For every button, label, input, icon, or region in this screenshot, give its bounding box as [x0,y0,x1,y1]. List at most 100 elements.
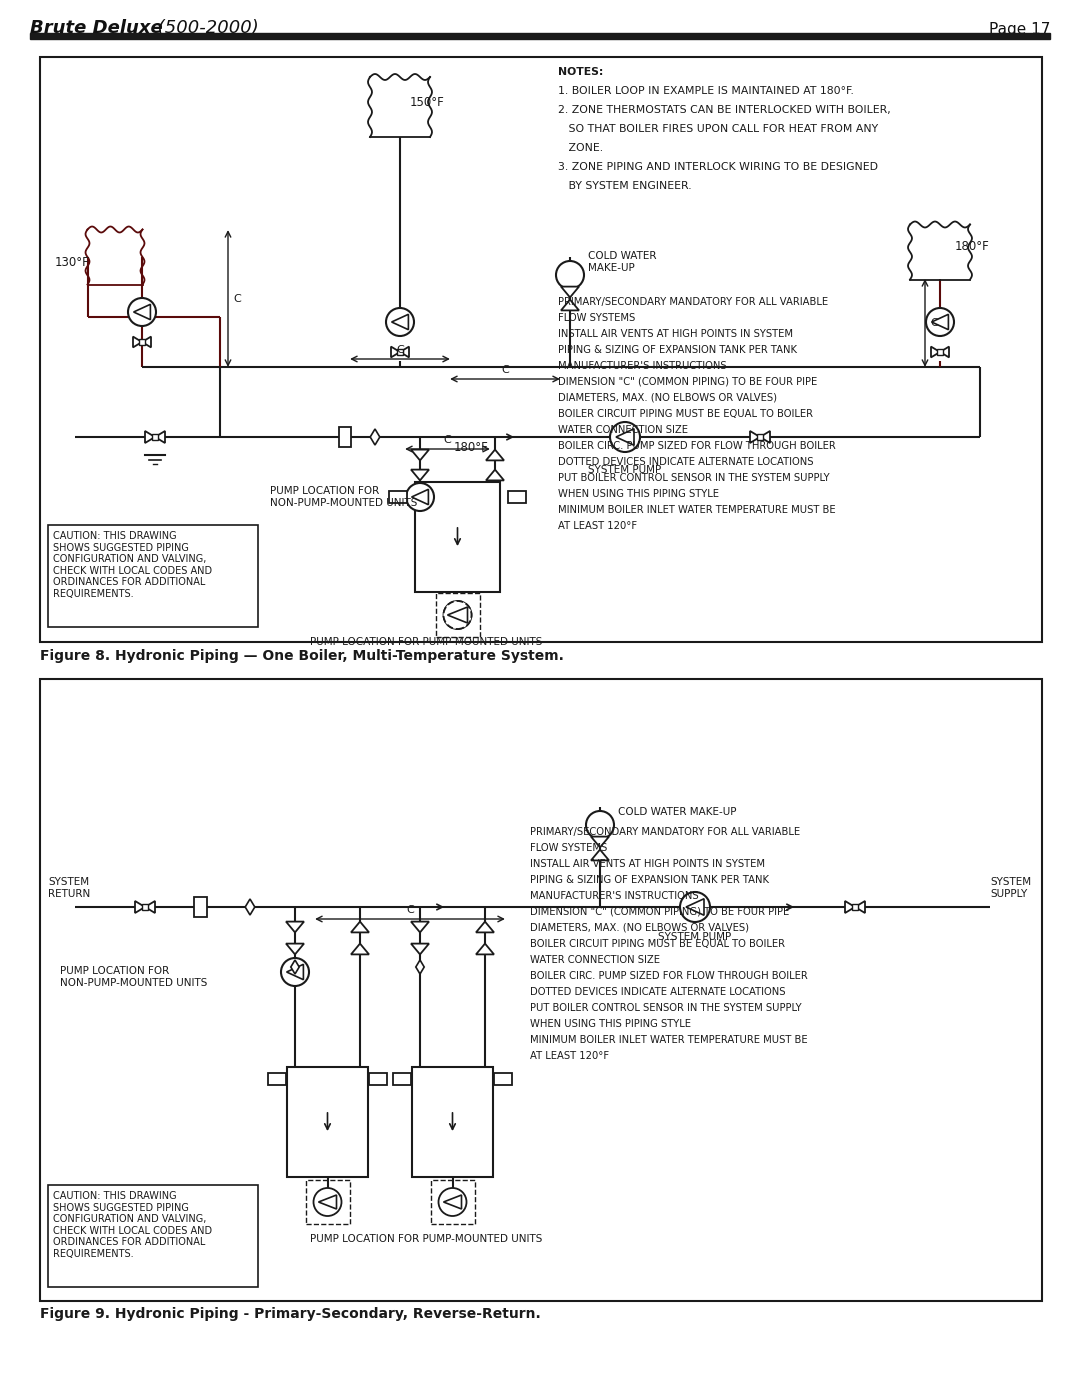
Text: Brute Deluxe: Brute Deluxe [30,20,163,36]
Circle shape [444,601,472,629]
Text: MINIMUM BOILER INLET WATER TEMPERATURE MUST BE: MINIMUM BOILER INLET WATER TEMPERATURE M… [530,1035,808,1045]
Polygon shape [486,450,504,461]
Bar [139,339,145,345]
Text: C: C [406,905,414,915]
Text: PUMP LOCATION FOR PUMP-MOUNTED UNITS: PUMP LOCATION FOR PUMP-MOUNTED UNITS [310,1234,542,1243]
Polygon shape [940,346,949,358]
Polygon shape [286,922,303,932]
Polygon shape [392,314,408,330]
Bar [494,1073,512,1085]
Bar [48,525,258,627]
Polygon shape [133,337,141,348]
Text: FLOW SYSTEMS: FLOW SYSTEMS [530,842,607,854]
Circle shape [556,261,584,289]
Text: NOTES:: NOTES: [558,67,604,77]
Polygon shape [145,901,156,914]
Text: BOILER CIRC. PUMP SIZED FOR FLOW THROUGH BOILER: BOILER CIRC. PUMP SIZED FOR FLOW THROUGH… [558,441,836,451]
Polygon shape [411,450,429,461]
Text: 130°F: 130°F [55,256,90,268]
Text: PUMP LOCATION FOR PUMP-MOUNTED UNITS: PUMP LOCATION FOR PUMP-MOUNTED UNITS [310,637,542,647]
Text: BY SYSTEM ENGINEER.: BY SYSTEM ENGINEER. [558,182,691,191]
Text: BOILER CIRCUIT PIPING MUST BE EQUAL TO BOILER: BOILER CIRCUIT PIPING MUST BE EQUAL TO B… [530,939,785,949]
Bar [852,904,858,909]
Polygon shape [686,898,704,915]
Text: 180°F: 180°F [955,240,989,253]
Bar [393,1073,411,1085]
Polygon shape [444,1194,461,1208]
Text: PIPING & SIZING OF EXPANSION TANK PER TANK: PIPING & SIZING OF EXPANSION TANK PER TA… [558,345,797,355]
Polygon shape [400,346,409,358]
Polygon shape [931,346,940,358]
Polygon shape [156,432,165,443]
Polygon shape [447,608,468,623]
Text: WHEN USING THIS PIPING STYLE: WHEN USING THIS PIPING STYLE [558,489,719,499]
Polygon shape [411,943,429,954]
Bar [415,482,500,592]
Polygon shape [291,960,299,974]
Circle shape [129,298,156,326]
Polygon shape [286,964,303,979]
Text: DIMENSION "C" (COMMON PIPING) TO BE FOUR PIPE: DIMENSION "C" (COMMON PIPING) TO BE FOUR… [558,377,818,387]
Polygon shape [319,1194,337,1208]
Polygon shape [932,314,948,330]
Bar [339,427,351,447]
Text: C: C [233,293,241,303]
Polygon shape [486,469,504,481]
Polygon shape [134,305,150,320]
Polygon shape [145,432,156,443]
Bar [411,1067,492,1178]
Polygon shape [135,901,145,914]
Bar [937,349,943,355]
Text: MANUFACTURER'S INSTRUCTIONS: MANUFACTURER'S INSTRUCTIONS [558,360,727,372]
Polygon shape [476,922,494,932]
Text: COLD WATER MAKE-UP: COLD WATER MAKE-UP [618,807,737,817]
Bar [287,1067,368,1178]
Polygon shape [351,943,369,954]
Polygon shape [391,346,400,358]
Text: COLD WATER
MAKE-UP: COLD WATER MAKE-UP [588,251,657,272]
Text: C: C [444,434,451,446]
Bar [48,1185,258,1287]
Text: DIAMETERS, MAX. (NO ELBOWS OR VALVES): DIAMETERS, MAX. (NO ELBOWS OR VALVES) [558,393,777,402]
Text: 180°F: 180°F [454,441,488,454]
Polygon shape [370,429,380,446]
Bar [40,679,1042,1301]
Polygon shape [476,943,494,954]
Text: INSTALL AIR VENTS AT HIGH POINTS IN SYSTEM: INSTALL AIR VENTS AT HIGH POINTS IN SYST… [558,330,793,339]
Text: DIAMETERS, MAX. (NO ELBOWS OR VALVES): DIAMETERS, MAX. (NO ELBOWS OR VALVES) [530,923,750,933]
Text: C: C [396,345,404,355]
Text: C: C [930,319,937,328]
Text: Page 17: Page 17 [988,22,1050,36]
Text: AT LEAST 120°F: AT LEAST 120°F [558,521,637,531]
Polygon shape [286,943,303,954]
Circle shape [610,422,640,453]
Bar [435,592,480,637]
Circle shape [680,893,710,922]
Text: DIMENSION "C" (COMMON PIPING) TO BE FOUR PIPE: DIMENSION "C" (COMMON PIPING) TO BE FOUR… [530,907,789,916]
Bar [152,434,158,440]
Polygon shape [845,901,855,914]
Circle shape [313,1187,341,1215]
Text: PRIMARY/SECONDARY MANDATORY FOR ALL VARIABLE: PRIMARY/SECONDARY MANDATORY FOR ALL VARI… [558,298,828,307]
Text: SYSTEM PUMP: SYSTEM PUMP [659,932,731,942]
Polygon shape [416,960,424,974]
Bar [369,1073,387,1085]
Polygon shape [591,837,609,848]
Text: MANUFACTURER'S INSTRUCTIONS: MANUFACTURER'S INSTRUCTIONS [530,891,699,901]
Text: Figure 9. Hydronic Piping - Primary-Secondary, Reverse-Return.: Figure 9. Hydronic Piping - Primary-Seco… [40,1308,541,1322]
Bar [397,349,403,355]
Circle shape [438,1187,467,1215]
Text: BOILER CIRC. PUMP SIZED FOR FLOW THROUGH BOILER: BOILER CIRC. PUMP SIZED FOR FLOW THROUGH… [530,971,808,981]
Circle shape [586,812,615,840]
Text: BOILER CIRCUIT PIPING MUST BE EQUAL TO BOILER: BOILER CIRCUIT PIPING MUST BE EQUAL TO B… [558,409,813,419]
Polygon shape [561,299,579,310]
Text: SYSTEM
SUPPLY: SYSTEM SUPPLY [990,877,1031,900]
Bar [306,1180,350,1224]
Text: WHEN USING THIS PIPING STYLE: WHEN USING THIS PIPING STYLE [530,1018,691,1030]
Text: PIPING & SIZING OF EXPANSION TANK PER TANK: PIPING & SIZING OF EXPANSION TANK PER TA… [530,875,769,886]
Bar [30,34,1050,39]
Polygon shape [561,286,579,298]
Polygon shape [411,469,429,481]
Polygon shape [591,849,609,861]
Text: PUT BOILER CONTROL SENSOR IN THE SYSTEM SUPPLY: PUT BOILER CONTROL SENSOR IN THE SYSTEM … [558,474,829,483]
